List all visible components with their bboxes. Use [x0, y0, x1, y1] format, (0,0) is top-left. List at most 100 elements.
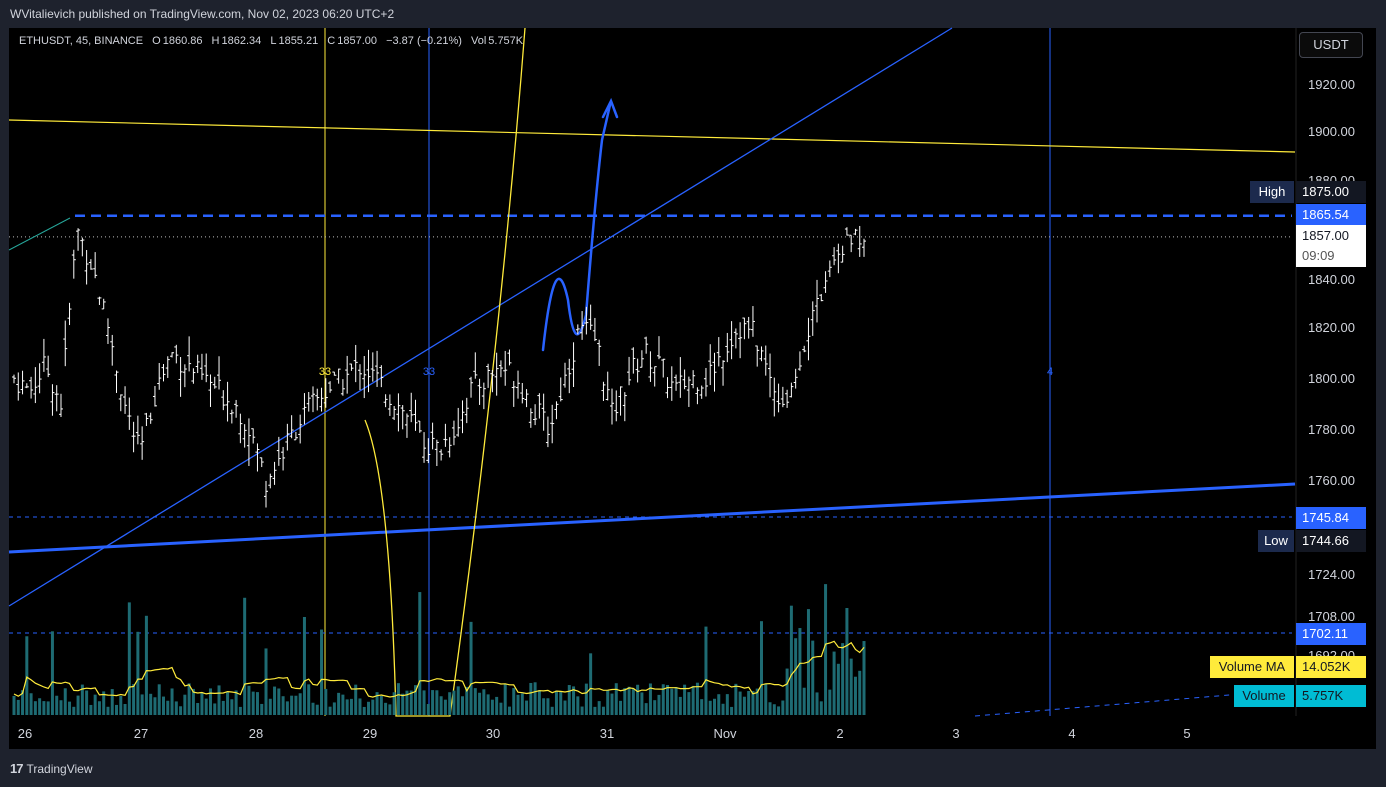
volume-bar [179, 706, 183, 715]
volume-bar [777, 706, 781, 715]
vertical-marker-label: 33 [319, 366, 331, 378]
volume-bar [72, 706, 76, 715]
volume-bar [324, 688, 328, 715]
volume-bar [392, 692, 396, 715]
volume-bar [648, 683, 652, 715]
volume-bar [426, 704, 430, 715]
volume-bar [59, 700, 63, 715]
legend-vol: 5.757K [488, 35, 524, 47]
volume-bar [213, 703, 217, 715]
volume-bar [320, 629, 324, 715]
top-bar: WVitalievich published on TradingView.co… [0, 0, 1386, 28]
price-label-value: 1744.66 [1296, 530, 1366, 552]
price-label-tag: High [1250, 181, 1294, 203]
volume-bar [730, 706, 734, 715]
volume-bar [640, 692, 644, 715]
x-tick-label: 29 [363, 726, 377, 741]
volume-bar [589, 653, 593, 715]
volume-bar [187, 683, 191, 715]
price-label-tag: Low [1258, 530, 1294, 552]
volume-bar [738, 691, 742, 715]
volume-bar [12, 695, 16, 715]
volume-bar [742, 696, 746, 715]
currency-button[interactable]: USDT [1299, 32, 1363, 58]
volume-bar [328, 706, 332, 715]
volume-bar [302, 616, 306, 715]
volume-bar [422, 690, 426, 715]
volume-bar [16, 699, 20, 715]
volume-bar [559, 691, 563, 715]
volume-bar [862, 641, 866, 715]
volume-bar [713, 698, 717, 715]
volume-bar [473, 688, 477, 715]
legend-close-label: C [327, 35, 336, 47]
volume-bar [68, 701, 72, 715]
volume-bar [802, 687, 806, 715]
volume-bar [636, 684, 640, 715]
volume-bar [144, 615, 148, 715]
y-tick-label: 1820.00 [1308, 320, 1355, 335]
volume-bar [85, 690, 89, 715]
volume-bar [405, 690, 409, 715]
volume-bar [174, 701, 178, 715]
volume-bar [435, 690, 439, 715]
volume-bar [725, 694, 729, 715]
volume-bar [273, 686, 277, 715]
volume-bar [38, 698, 42, 715]
volume-bar [460, 696, 464, 715]
volume-bar [704, 626, 708, 715]
volume-bar [157, 684, 161, 715]
volume-bar [849, 658, 853, 715]
volume-bar [670, 688, 674, 715]
volume-bar [533, 682, 537, 715]
price-label-text: 1865.54 [1302, 207, 1349, 222]
price-label-text: 1857.00 [1302, 228, 1349, 243]
symbol-legend: ETHUSDT, 45, BINANCE O 1860.86 H 1862.34 L… [19, 35, 529, 47]
volume-bar [700, 699, 704, 715]
volume-bar [841, 643, 845, 715]
volume-bar [97, 701, 101, 715]
volume-bar [567, 685, 571, 715]
volume-bar [653, 700, 657, 715]
volume-bar [230, 699, 234, 715]
volume-bar [46, 701, 50, 715]
volume-bar [499, 702, 503, 715]
volume-bar [768, 702, 772, 715]
volume-bar [619, 700, 623, 715]
volume-bar [666, 684, 670, 715]
x-tick-label: 27 [134, 726, 148, 741]
footer-bar [0, 752, 1386, 787]
volume-bar [845, 608, 849, 715]
volume-bar [563, 700, 567, 715]
volume-bar [683, 684, 687, 715]
volume-bar [601, 706, 605, 715]
volume-bar [243, 597, 247, 715]
volume-bar [789, 605, 793, 715]
legend-open: 1860.86 [162, 35, 203, 47]
volume-bar [153, 697, 157, 715]
volume-bar [546, 698, 550, 715]
volume-bar [251, 691, 255, 715]
volume-bar [106, 706, 110, 715]
tradingview-logo[interactable]: 17 TradingView [10, 761, 93, 776]
legend-high-label: H [211, 35, 220, 47]
price-label-text: 1744.66 [1302, 533, 1349, 548]
volume-bar [764, 683, 768, 715]
volume-bar [516, 694, 520, 715]
y-tick-label: 1920.00 [1308, 77, 1355, 92]
x-tick-label: 30 [486, 726, 500, 741]
volume-bar [255, 692, 259, 715]
volume-bar [183, 694, 187, 715]
volume-bar [362, 706, 366, 715]
volume-bar [452, 690, 456, 715]
legend-open-label: O [152, 35, 161, 47]
price-label-text: 5.757K [1302, 688, 1344, 703]
x-tick-label: 31 [600, 726, 614, 741]
volume-bar [311, 702, 315, 715]
y-tick-label: 1780.00 [1308, 422, 1355, 437]
volume-bar [495, 696, 499, 715]
volume-bar [657, 694, 661, 715]
volume-bar [379, 695, 383, 715]
volume-bar [537, 690, 541, 715]
